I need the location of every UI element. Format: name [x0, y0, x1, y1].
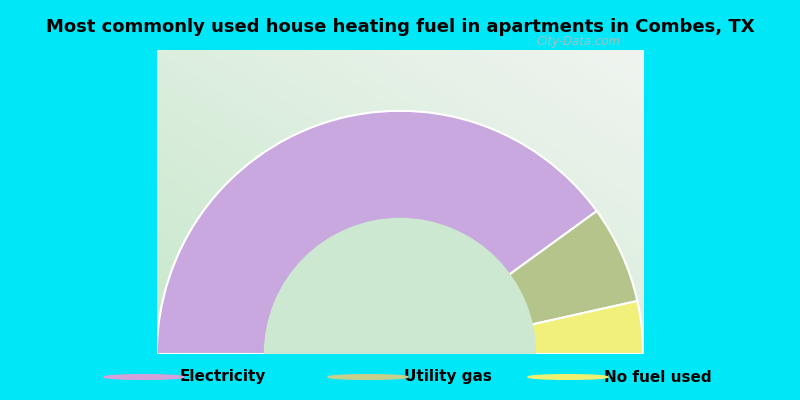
- Wedge shape: [157, 111, 597, 354]
- Circle shape: [328, 375, 408, 379]
- Text: No fuel used: No fuel used: [604, 370, 712, 384]
- Text: Electricity: Electricity: [180, 370, 266, 384]
- Circle shape: [104, 375, 184, 379]
- Wedge shape: [264, 218, 536, 354]
- Circle shape: [528, 375, 608, 379]
- Wedge shape: [400, 211, 638, 354]
- Wedge shape: [400, 301, 643, 354]
- Text: Utility gas: Utility gas: [404, 370, 492, 384]
- Text: Most commonly used house heating fuel in apartments in Combes, TX: Most commonly used house heating fuel in…: [46, 18, 754, 36]
- Text: City-Data.com: City-Data.com: [536, 35, 620, 48]
